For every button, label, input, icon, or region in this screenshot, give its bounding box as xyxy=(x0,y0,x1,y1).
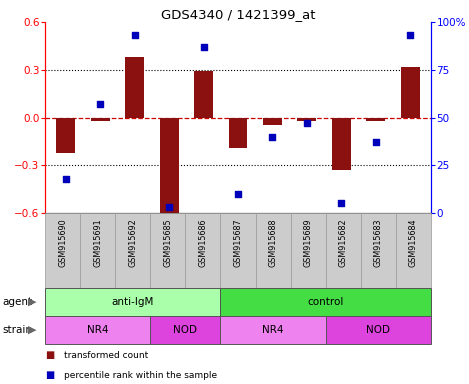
Point xyxy=(372,139,379,146)
Bar xyxy=(228,118,248,148)
Text: agent: agent xyxy=(2,297,32,307)
Point xyxy=(131,32,138,38)
Text: strain: strain xyxy=(2,325,32,335)
Text: GSM915686: GSM915686 xyxy=(198,218,207,267)
Bar xyxy=(56,118,75,152)
Text: ■: ■ xyxy=(45,370,54,380)
Point xyxy=(338,200,345,207)
Text: NOD: NOD xyxy=(366,325,390,335)
Bar xyxy=(194,71,213,118)
Text: ■: ■ xyxy=(45,350,54,360)
Text: ▶: ▶ xyxy=(28,297,36,307)
Bar xyxy=(159,118,179,215)
Text: GSM915682: GSM915682 xyxy=(339,218,348,267)
Bar xyxy=(332,118,351,170)
Text: GSM915692: GSM915692 xyxy=(128,218,137,267)
Text: GSM915689: GSM915689 xyxy=(304,218,313,267)
Point xyxy=(303,120,310,126)
Text: NOD: NOD xyxy=(174,325,197,335)
Point xyxy=(200,44,207,50)
Bar xyxy=(91,118,110,121)
Text: GSM915691: GSM915691 xyxy=(93,218,102,267)
Bar xyxy=(401,66,420,118)
Text: percentile rank within the sample: percentile rank within the sample xyxy=(64,371,217,380)
Point xyxy=(234,191,242,197)
Text: GSM915690: GSM915690 xyxy=(58,218,67,267)
Text: GSM915687: GSM915687 xyxy=(234,218,242,267)
Text: NR4: NR4 xyxy=(262,325,284,335)
Point xyxy=(62,175,69,182)
Title: GDS4340 / 1421399_at: GDS4340 / 1421399_at xyxy=(161,8,315,21)
Text: transformed count: transformed count xyxy=(64,351,148,360)
Text: GSM915685: GSM915685 xyxy=(163,218,172,267)
Bar xyxy=(125,57,144,118)
Bar xyxy=(263,118,282,126)
Text: GSM915684: GSM915684 xyxy=(409,218,418,267)
Text: anti-IgM: anti-IgM xyxy=(112,297,154,307)
Point xyxy=(269,134,276,140)
Text: ▶: ▶ xyxy=(28,325,36,335)
Text: NR4: NR4 xyxy=(87,325,108,335)
Text: GSM915688: GSM915688 xyxy=(269,218,278,267)
Bar xyxy=(297,118,317,121)
Point xyxy=(165,204,173,210)
Bar xyxy=(366,118,386,121)
Text: GSM915683: GSM915683 xyxy=(374,218,383,267)
Point xyxy=(97,101,104,107)
Text: control: control xyxy=(308,297,344,307)
Point xyxy=(407,32,414,38)
